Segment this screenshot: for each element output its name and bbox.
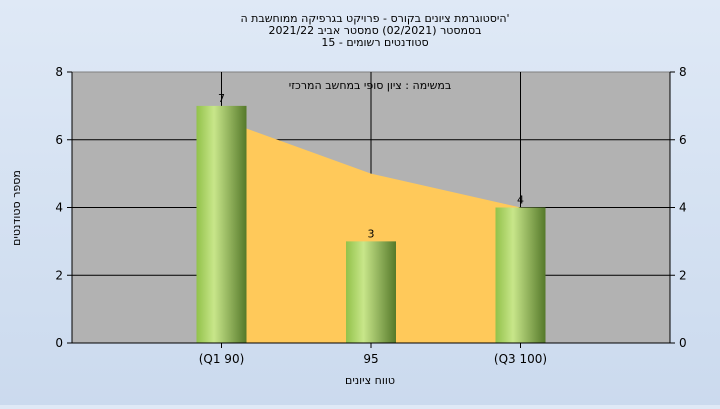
y-tick-label-right-0: 0 bbox=[679, 336, 687, 350]
bar-series bbox=[196, 105, 546, 343]
x-tick-label-1: 95 bbox=[363, 352, 378, 366]
bar-2 bbox=[495, 207, 546, 343]
data-label-1: 3 bbox=[368, 227, 375, 240]
y-tick-label-right-3: 6 bbox=[679, 133, 687, 147]
y-tick-label-right-1: 2 bbox=[679, 268, 687, 282]
area-series bbox=[221, 119, 521, 343]
y-tick-labels-left: 0 2 4 6 8 bbox=[55, 65, 63, 350]
x-tick-label-2: (Q3 100) bbox=[494, 352, 547, 366]
y-axis-label: מספר סטודנטים bbox=[10, 170, 23, 246]
y-tick-label-left-0: 0 bbox=[55, 336, 63, 350]
data-labels: 7 3 4 bbox=[218, 92, 524, 241]
axes bbox=[67, 71, 675, 348]
y-tick-label-left-4: 8 bbox=[55, 65, 63, 79]
y-tick-label-right-4: 8 bbox=[679, 65, 687, 79]
chart-title-line-1: היסטוגרמת ציונים בקורס - פרויקט בגרפיקה … bbox=[240, 12, 509, 25]
chart-annotation: במשימה : ציון סופי במחשב המרכזי bbox=[289, 79, 452, 92]
y-tick-label-left-2: 4 bbox=[55, 201, 63, 215]
y-tick-labels-right: 0 2 4 6 8 bbox=[679, 65, 687, 350]
y-tick-label-left-1: 2 bbox=[55, 268, 63, 282]
chart-title: היסטוגרמת ציונים בקורס - פרויקט בגרפיקה … bbox=[240, 12, 509, 49]
x-tick-labels: (Q1 90) 95 (Q3 100) bbox=[199, 352, 547, 366]
bar-1 bbox=[346, 241, 396, 343]
chart-title-line-2: בסמסטר (02/2021) סמסטר אביב 2021/22 bbox=[268, 24, 481, 37]
chart-title-line-3: סטודנטים רשומים - 15 bbox=[321, 36, 428, 49]
x-axis-label: טווח ציונים bbox=[345, 374, 395, 387]
data-label-2: 4 bbox=[517, 194, 524, 207]
y-tick-label-left-3: 6 bbox=[55, 133, 63, 147]
bar-0 bbox=[196, 105, 247, 343]
data-label-0: 7 bbox=[218, 92, 225, 105]
x-tick-label-0: (Q1 90) bbox=[199, 352, 245, 366]
y-tick-label-right-2: 4 bbox=[679, 201, 687, 215]
